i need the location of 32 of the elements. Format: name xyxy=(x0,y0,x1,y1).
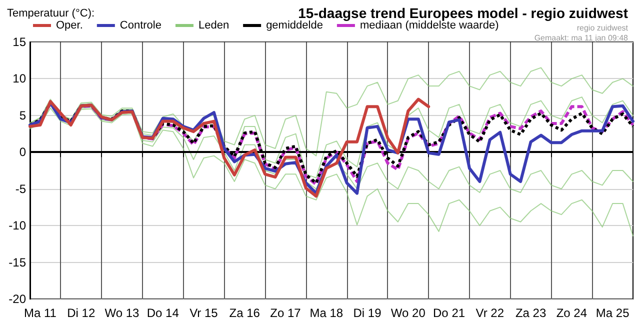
x-tick-label: Vr 15 xyxy=(190,306,218,320)
x-tick-label: Zo 17 xyxy=(270,306,302,320)
x-tick-label: Wo 13 xyxy=(104,306,140,320)
legend-label: mediaan (middelste waarde) xyxy=(360,20,499,32)
y-tick-label: -15 xyxy=(8,255,26,270)
legend-label: Oper. xyxy=(56,20,83,32)
legend-label: gemiddelde xyxy=(266,20,323,32)
y-tick-label: 5 xyxy=(19,108,26,122)
x-tick-label: Ma 18 xyxy=(310,306,344,320)
x-tick-label: Di 12 xyxy=(67,306,96,320)
x-tick-label: Zo 24 xyxy=(556,306,588,320)
x-tick-label: Wo 20 xyxy=(390,306,426,320)
x-tick-label: Za 16 xyxy=(229,306,260,320)
annotation: Gemaakt: ma 11 jan 09:48 xyxy=(534,34,629,42)
y-tick-label: -5 xyxy=(15,182,26,196)
x-tick-label: Di 19 xyxy=(353,306,382,320)
y-tick-label: 10 xyxy=(12,72,26,86)
y-tick-label: 15 xyxy=(12,35,26,49)
x-tick-label: Za 23 xyxy=(515,306,546,320)
text: regio zuidwest xyxy=(576,24,629,32)
x-tick-label: Vr 22 xyxy=(476,306,504,320)
legend-label: Controle xyxy=(120,20,162,32)
y-tick-label: -10 xyxy=(8,218,26,233)
legend-label: Leden xyxy=(198,20,230,32)
x-tick-label: Do 14 xyxy=(146,306,180,320)
x-tick-label: Ma 11 xyxy=(24,306,57,320)
y-tick-label: -20 xyxy=(8,292,26,306)
chart-title: 15-daagse trend Europees model - regio zuidwest xyxy=(298,5,628,21)
x-tick-label: Do 21 xyxy=(433,306,466,320)
x-tick-label: Ma 25 xyxy=(596,306,630,320)
y-tick-label: 0 xyxy=(19,145,26,160)
y-axis-title: Temperatuur (°C): xyxy=(7,8,95,20)
